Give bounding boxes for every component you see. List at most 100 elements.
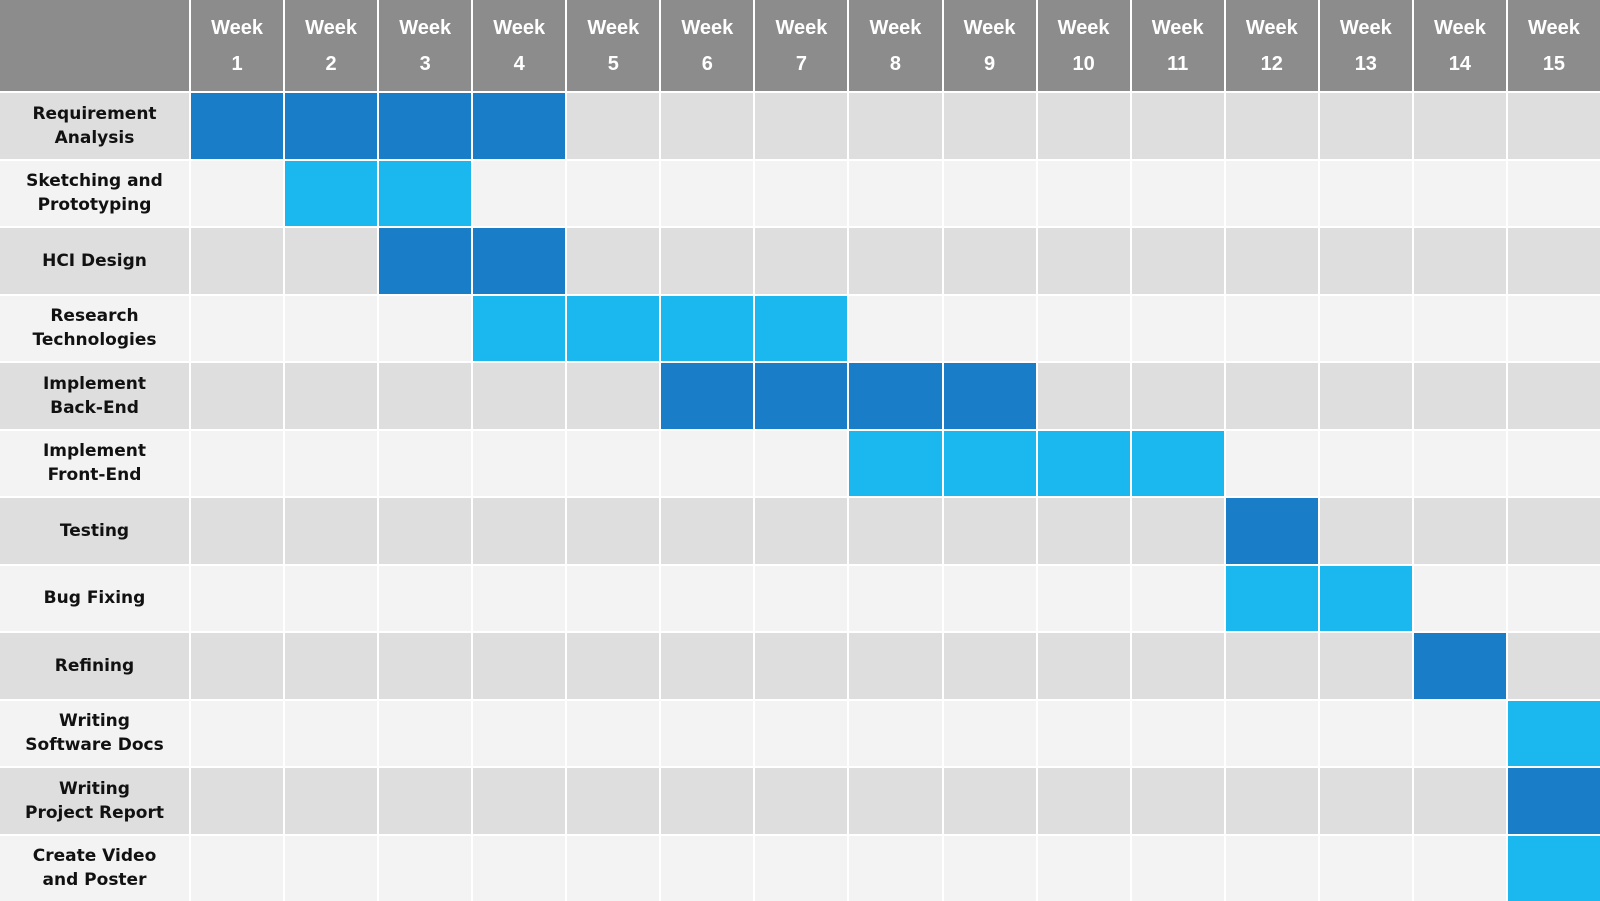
gantt-bar-segment: [285, 93, 378, 159]
grid-cell: [1131, 160, 1224, 226]
grid-cell: [1037, 835, 1130, 901]
task-label: Research Technologies: [0, 295, 189, 361]
grid-cell: [285, 565, 378, 631]
grid-cell: [1413, 498, 1506, 564]
gantt-bar-segment: [473, 295, 566, 361]
grid-cell: [191, 633, 284, 699]
gantt-bar-segment: [379, 228, 472, 294]
gantt-bar-segment: [379, 93, 472, 159]
grid-cell: [755, 768, 848, 834]
grid-cell: [191, 295, 284, 361]
grid-cell: [567, 700, 660, 766]
week-header: Week 5: [567, 0, 660, 91]
grid-cell: [379, 498, 472, 564]
grid-cell: [755, 835, 848, 901]
grid-cell: [1037, 295, 1130, 361]
gantt-bar-segment: [285, 160, 378, 226]
grid-cell: [661, 700, 754, 766]
grid-cell: [943, 835, 1036, 901]
grid-cell: [473, 498, 566, 564]
grid-cell: [1225, 835, 1318, 901]
grid-cell: [567, 835, 660, 901]
task-label: Writing Project Report: [0, 768, 189, 834]
grid-cell: [1037, 93, 1130, 159]
grid-cell: [1413, 700, 1506, 766]
grid-cell: [1507, 93, 1600, 159]
grid-cell: [1413, 363, 1506, 429]
grid-cell: [849, 700, 942, 766]
grid-cell: [755, 565, 848, 631]
grid-cell: [379, 430, 472, 496]
task-label: Create Video and Poster: [0, 835, 189, 901]
gantt-bar-segment: [473, 228, 566, 294]
grid-cell: [661, 93, 754, 159]
task-label: Refining: [0, 633, 189, 699]
grid-cell: [1413, 835, 1506, 901]
grid-cell: [943, 295, 1036, 361]
grid-cell: [285, 835, 378, 901]
week-header: Week 13: [1319, 0, 1412, 91]
gantt-bar-segment: [567, 295, 660, 361]
grid-cell: [1319, 93, 1412, 159]
gantt-bar-segment: [943, 363, 1036, 429]
grid-cell: [943, 565, 1036, 631]
grid-cell: [943, 93, 1036, 159]
task-label: Testing: [0, 498, 189, 564]
task-label: Implement Back-End: [0, 363, 189, 429]
grid-cell: [1225, 363, 1318, 429]
grid-cell: [1413, 565, 1506, 631]
gantt-bar-segment: [755, 363, 848, 429]
grid-cell: [1319, 835, 1412, 901]
grid-cell: [1413, 430, 1506, 496]
grid-cell: [755, 160, 848, 226]
grid-cell: [849, 228, 942, 294]
grid-cell: [1131, 498, 1224, 564]
task-label: Bug Fixing: [0, 565, 189, 631]
grid-cell: [379, 363, 472, 429]
grid-cell: [285, 363, 378, 429]
week-header: Week 7: [755, 0, 848, 91]
grid-cell: [661, 835, 754, 901]
grid-cell: [755, 228, 848, 294]
grid-cell: [661, 768, 754, 834]
task-label: HCI Design: [0, 228, 189, 294]
grid-cell: [285, 228, 378, 294]
grid-cell: [285, 430, 378, 496]
grid-cell: [943, 700, 1036, 766]
grid-cell: [285, 700, 378, 766]
grid-cell: [191, 363, 284, 429]
gantt-bar-segment: [1225, 498, 1318, 564]
grid-cell: [191, 565, 284, 631]
grid-cell: [1225, 430, 1318, 496]
grid-cell: [661, 498, 754, 564]
grid-cell: [1037, 700, 1130, 766]
week-header: Week 15: [1507, 0, 1600, 91]
grid-cell: [473, 565, 566, 631]
week-header: Week 9: [943, 0, 1036, 91]
grid-cell: [567, 633, 660, 699]
grid-cell: [473, 700, 566, 766]
gantt-bar-segment: [1413, 633, 1506, 699]
week-header: Week 1: [191, 0, 284, 91]
grid-cell: [849, 498, 942, 564]
grid-cell: [1319, 700, 1412, 766]
grid-cell: [567, 363, 660, 429]
gantt-bar-segment: [379, 160, 472, 226]
grid-cell: [1319, 430, 1412, 496]
grid-cell: [849, 93, 942, 159]
grid-cell: [1225, 633, 1318, 699]
grid-cell: [473, 363, 566, 429]
grid-cell: [1131, 565, 1224, 631]
week-header: Week 8: [849, 0, 942, 91]
gantt-bar-segment: [1507, 835, 1600, 901]
grid-cell: [943, 498, 1036, 564]
grid-cell: [379, 835, 472, 901]
grid-cell: [473, 835, 566, 901]
grid-cell: [191, 228, 284, 294]
grid-cell: [661, 565, 754, 631]
grid-cell: [1037, 768, 1130, 834]
week-header: Week 4: [473, 0, 566, 91]
grid-cell: [473, 430, 566, 496]
grid-cell: [1131, 93, 1224, 159]
